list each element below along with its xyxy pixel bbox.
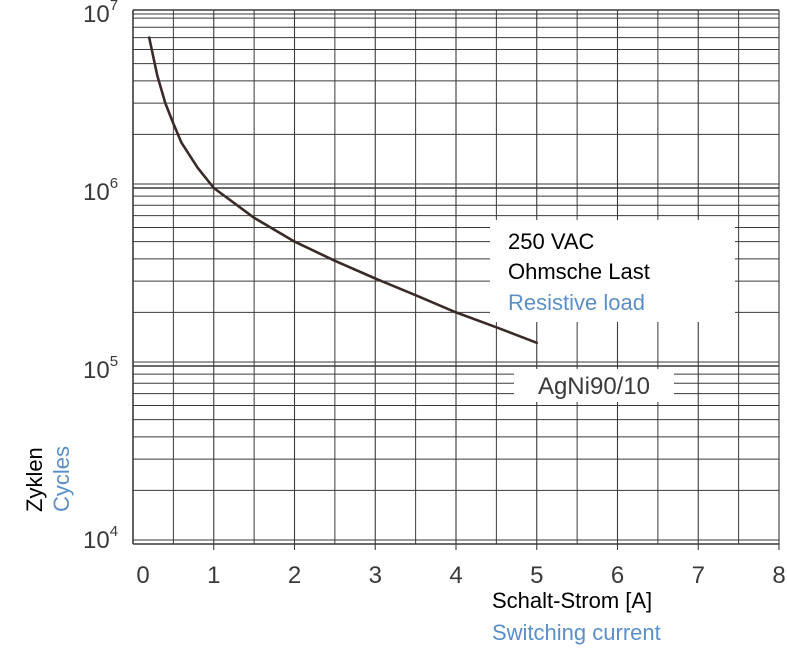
y-tick-label: 107	[83, 0, 118, 28]
x-tick-label: 2	[288, 562, 301, 589]
x-axis-label: Schalt-Strom [A]	[492, 588, 652, 613]
x-tick-label: 8	[772, 562, 785, 589]
y-tick-label: 104	[83, 523, 118, 554]
annotation-background	[490, 220, 735, 322]
annotation-load-de: Ohmsche Last	[508, 259, 650, 284]
series-line	[147, 36, 539, 345]
x-tick-label: 0	[136, 562, 149, 589]
y-axis-label: Zyklen	[22, 447, 47, 512]
x-tick-label: 4	[449, 562, 462, 589]
x-tick-label: 5	[530, 562, 543, 589]
x-tick-labels: 0 1 2 3 4 5 6 7 8	[136, 562, 785, 589]
y-axis-label-en: Cycles	[49, 446, 74, 512]
y-tick-label: 106	[83, 175, 118, 206]
x-axis-label-en: Switching current	[492, 620, 661, 645]
x-tick-label: 7	[692, 562, 705, 589]
x-tick-label: 1	[207, 562, 220, 589]
series-label-background	[514, 369, 674, 402]
annotation-voltage: 250 VAC	[508, 229, 595, 254]
x-tick-label: 3	[369, 562, 382, 589]
series-label: AgNi90/10	[538, 373, 650, 400]
y-tick-label: 105	[83, 353, 118, 384]
series-layer	[147, 36, 539, 345]
annotation-load-en: Resistive load	[508, 290, 645, 315]
x-tick-label: 6	[611, 562, 624, 589]
y-tick-labels: 104 105 106 107	[83, 0, 118, 554]
